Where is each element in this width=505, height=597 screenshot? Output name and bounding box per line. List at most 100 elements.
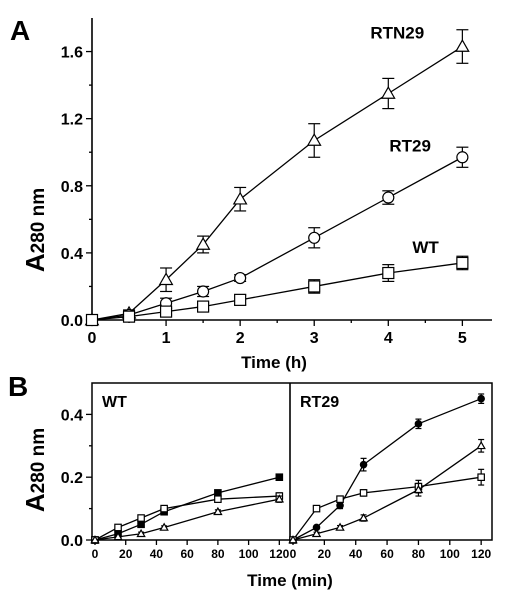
panel-b-plot: 0.0 0.2 0.4 0 20 40 60 80 100 120 WT 0 20 40 60 80 100 12… (61, 382, 493, 561)
panel-b-wt-series-0-point (275, 473, 284, 482)
panel-b-x-tick-label: 100 (239, 547, 259, 561)
panel-b-rt29-series-0-point (414, 420, 423, 428)
panel-b-rt29-series-0-point (477, 394, 485, 403)
panel-b-x-tick-label: 40 (349, 547, 363, 561)
panel-a-series-rt29-point (382, 191, 395, 204)
panel-b-rt29-series-2-line (292, 445, 482, 541)
panel-b-rt29-series-0-line (292, 398, 482, 541)
panel-b-subpanel-label: WT (102, 394, 127, 411)
panel-b-x-tick-label: 20 (318, 547, 332, 561)
panel-b-rt29-series-2-point (358, 513, 369, 522)
panel-a-plot: 0 1 2 3 4 5 0.0 0.4 0.8 1.2 1.6 RTN29 RT29 WT (61, 18, 492, 347)
panel-a-series-rtn29-line (91, 45, 463, 321)
panel-a-x-tick-label: 5 (458, 330, 467, 347)
panel-b-rt29-series-2-point (335, 522, 345, 531)
panel-b-rt29-series-1-point (336, 495, 344, 503)
panel-b-wt-series-1-point (160, 504, 168, 513)
panel-a-series-wt-line (91, 262, 463, 321)
panel-a-series-rtn29-point (195, 236, 211, 250)
panel-b-rt29-series-1-point (477, 473, 485, 482)
panel-b-wt-series-1-point (114, 523, 122, 532)
panel-b-rt29-series-2-point (413, 484, 424, 494)
panel-b-rt29-series-1-point (312, 504, 321, 513)
panel-b-y-tick-label: 0.2 (61, 470, 83, 487)
panel-b-rt29-series-0-point (336, 501, 344, 510)
panel-a-series-rtn29-point (158, 272, 174, 286)
panel-b-x-tick-label: 80 (412, 547, 426, 561)
panel-b-x-tick-label: 120 (269, 547, 289, 561)
panel-b-x-tick-label: 20 (119, 547, 133, 561)
panel-a-series-wt-point (85, 313, 99, 327)
panel-a-series-rt29-point (456, 151, 469, 164)
panel-a-letter: A (10, 15, 30, 46)
panel-b-x-tick-label: 60 (180, 547, 194, 561)
panel-b-wt-series-1-point (137, 514, 145, 522)
panel-b-xlabel: Time (min) (247, 571, 333, 590)
panel-b-y-tick-label: 0.4 (61, 407, 83, 424)
panel-a-y-tick-label: 0.0 (61, 313, 83, 330)
panel-a-series-rt29-point (197, 285, 210, 298)
panel-b-letter: B (8, 371, 28, 402)
panel-a-y-tick-label: 1.6 (61, 45, 83, 62)
panel-a-x-tick-label: 2 (236, 330, 245, 347)
panel-a-y-tick-label: 0.8 (61, 179, 83, 196)
panel-a-y-tick-label: 1.2 (61, 112, 83, 129)
svg-text:A280 nm: A280 nm (20, 188, 50, 272)
panel-b-wt-series-0-point (137, 520, 145, 529)
panel-b-wt-series-0-line (94, 476, 280, 541)
panel-a-ylabel-sub: 280 nm (28, 188, 49, 253)
panel-b-x-tick-label: 120 (471, 547, 491, 561)
panel-a-series-wt-point (197, 300, 210, 313)
panel-b-wt-series-2-point (159, 522, 169, 531)
panel-b-x-tick-label: 0 (290, 547, 297, 561)
panel-a-series-rtn29-point (232, 191, 248, 205)
panel-b-wt-series-1-point (214, 495, 222, 503)
panel-a-series-label: RT29 (389, 136, 431, 155)
panel-a-series-wt-point (456, 256, 469, 270)
panel-b-wt-series-2-line (94, 498, 280, 541)
panel-a-series-rt29-point (308, 231, 321, 244)
panel-a-x-tick-label: 4 (384, 330, 393, 347)
panel-a-series-wt-point (122, 310, 136, 323)
panel-a-series-rt29-point (234, 271, 247, 285)
panel-a-series-label: RTN29 (370, 24, 424, 43)
panel-b-ylabel-sub: 280 nm (28, 428, 49, 493)
panel-b-wt-series-2-point (213, 506, 223, 516)
panel-a-series-rt29-line (91, 156, 463, 321)
panel-a-series-rtn29-point (380, 85, 396, 99)
panel-b-ylabel-main: A (20, 493, 50, 512)
panel-b-wt-series-2-point (90, 535, 100, 544)
panel-b-wt-series-1-line (94, 495, 280, 541)
panel-b-subpanel-label: RT29 (300, 394, 339, 411)
panel-a-series-wt-point (234, 293, 247, 306)
panel-b-x-tick-label: 40 (150, 547, 164, 561)
panel-b-ylabel: A280 nm (20, 428, 50, 512)
panel-a-series-wt-point (308, 280, 321, 293)
panel-a-x-tick-label: 1 (162, 330, 171, 347)
panel-a-series-wt-point (159, 305, 173, 318)
panel-b-rt29-series-0-point (359, 460, 368, 469)
panel-a-y-tick-label: 0.4 (61, 246, 83, 263)
panel-a-series-rtn29-point (455, 38, 470, 52)
panel-b-y-tick-label: 0.0 (61, 533, 83, 550)
svg-text:A280 nm: A280 nm (20, 428, 50, 512)
panel-b-rt29-series-1-point (359, 489, 368, 497)
panel-b-wt-series-0-point (214, 489, 222, 497)
panel-a-x-tick-label: 0 (88, 330, 97, 347)
panel-b-wt-series-2-point (274, 494, 285, 503)
panel-b-frame (91, 382, 493, 541)
panel-a-series-rtn29-point (306, 132, 322, 146)
panel-a-axes (91, 18, 492, 321)
panel-a-series-wt-point (382, 266, 395, 280)
panel-a-xlabel: Time (h) (241, 353, 307, 372)
panel-b-rt29-series-2-point (288, 535, 298, 544)
panel-a-x-tick-label: 3 (310, 330, 319, 347)
panel-b-rt29-series-2-point (476, 440, 486, 450)
panel-a-ylabel-main: A (20, 253, 50, 272)
panel-b-x-tick-label: 0 (92, 547, 99, 561)
panel-a-ylabel: A280 nm (20, 188, 50, 272)
panel-b-x-tick-label: 60 (380, 547, 394, 561)
panel-b-wt-series-2-point (113, 531, 123, 541)
panel-b-x-tick-label: 80 (211, 547, 225, 561)
